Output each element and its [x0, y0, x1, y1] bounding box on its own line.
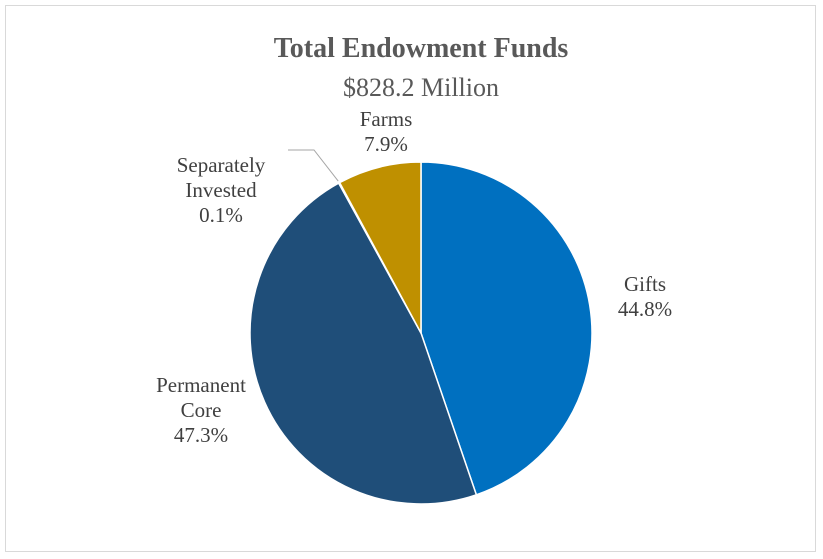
leader-line: [288, 149, 339, 182]
chart-title: Total Endowment Funds: [274, 33, 569, 64]
pie-slice-farms: [338, 161, 422, 334]
data-label-separately-invested: Separately Invested 0.1%: [177, 153, 266, 227]
pie-slice-permanent-core: [249, 182, 478, 505]
pie-slices: [249, 161, 593, 505]
pie-labels: Gifts 44.8% Permanent Core 47.3% Separately In…: [156, 107, 672, 447]
chart-subtitle: $828.2 Million: [343, 73, 499, 102]
data-label-farms: Farms 7.9%: [360, 107, 413, 156]
data-label-gifts: Gifts 44.8%: [618, 272, 672, 321]
data-label-permanent-core: Permanent Core 47.3%: [156, 373, 246, 447]
pie-slice-gifts: [420, 161, 593, 496]
